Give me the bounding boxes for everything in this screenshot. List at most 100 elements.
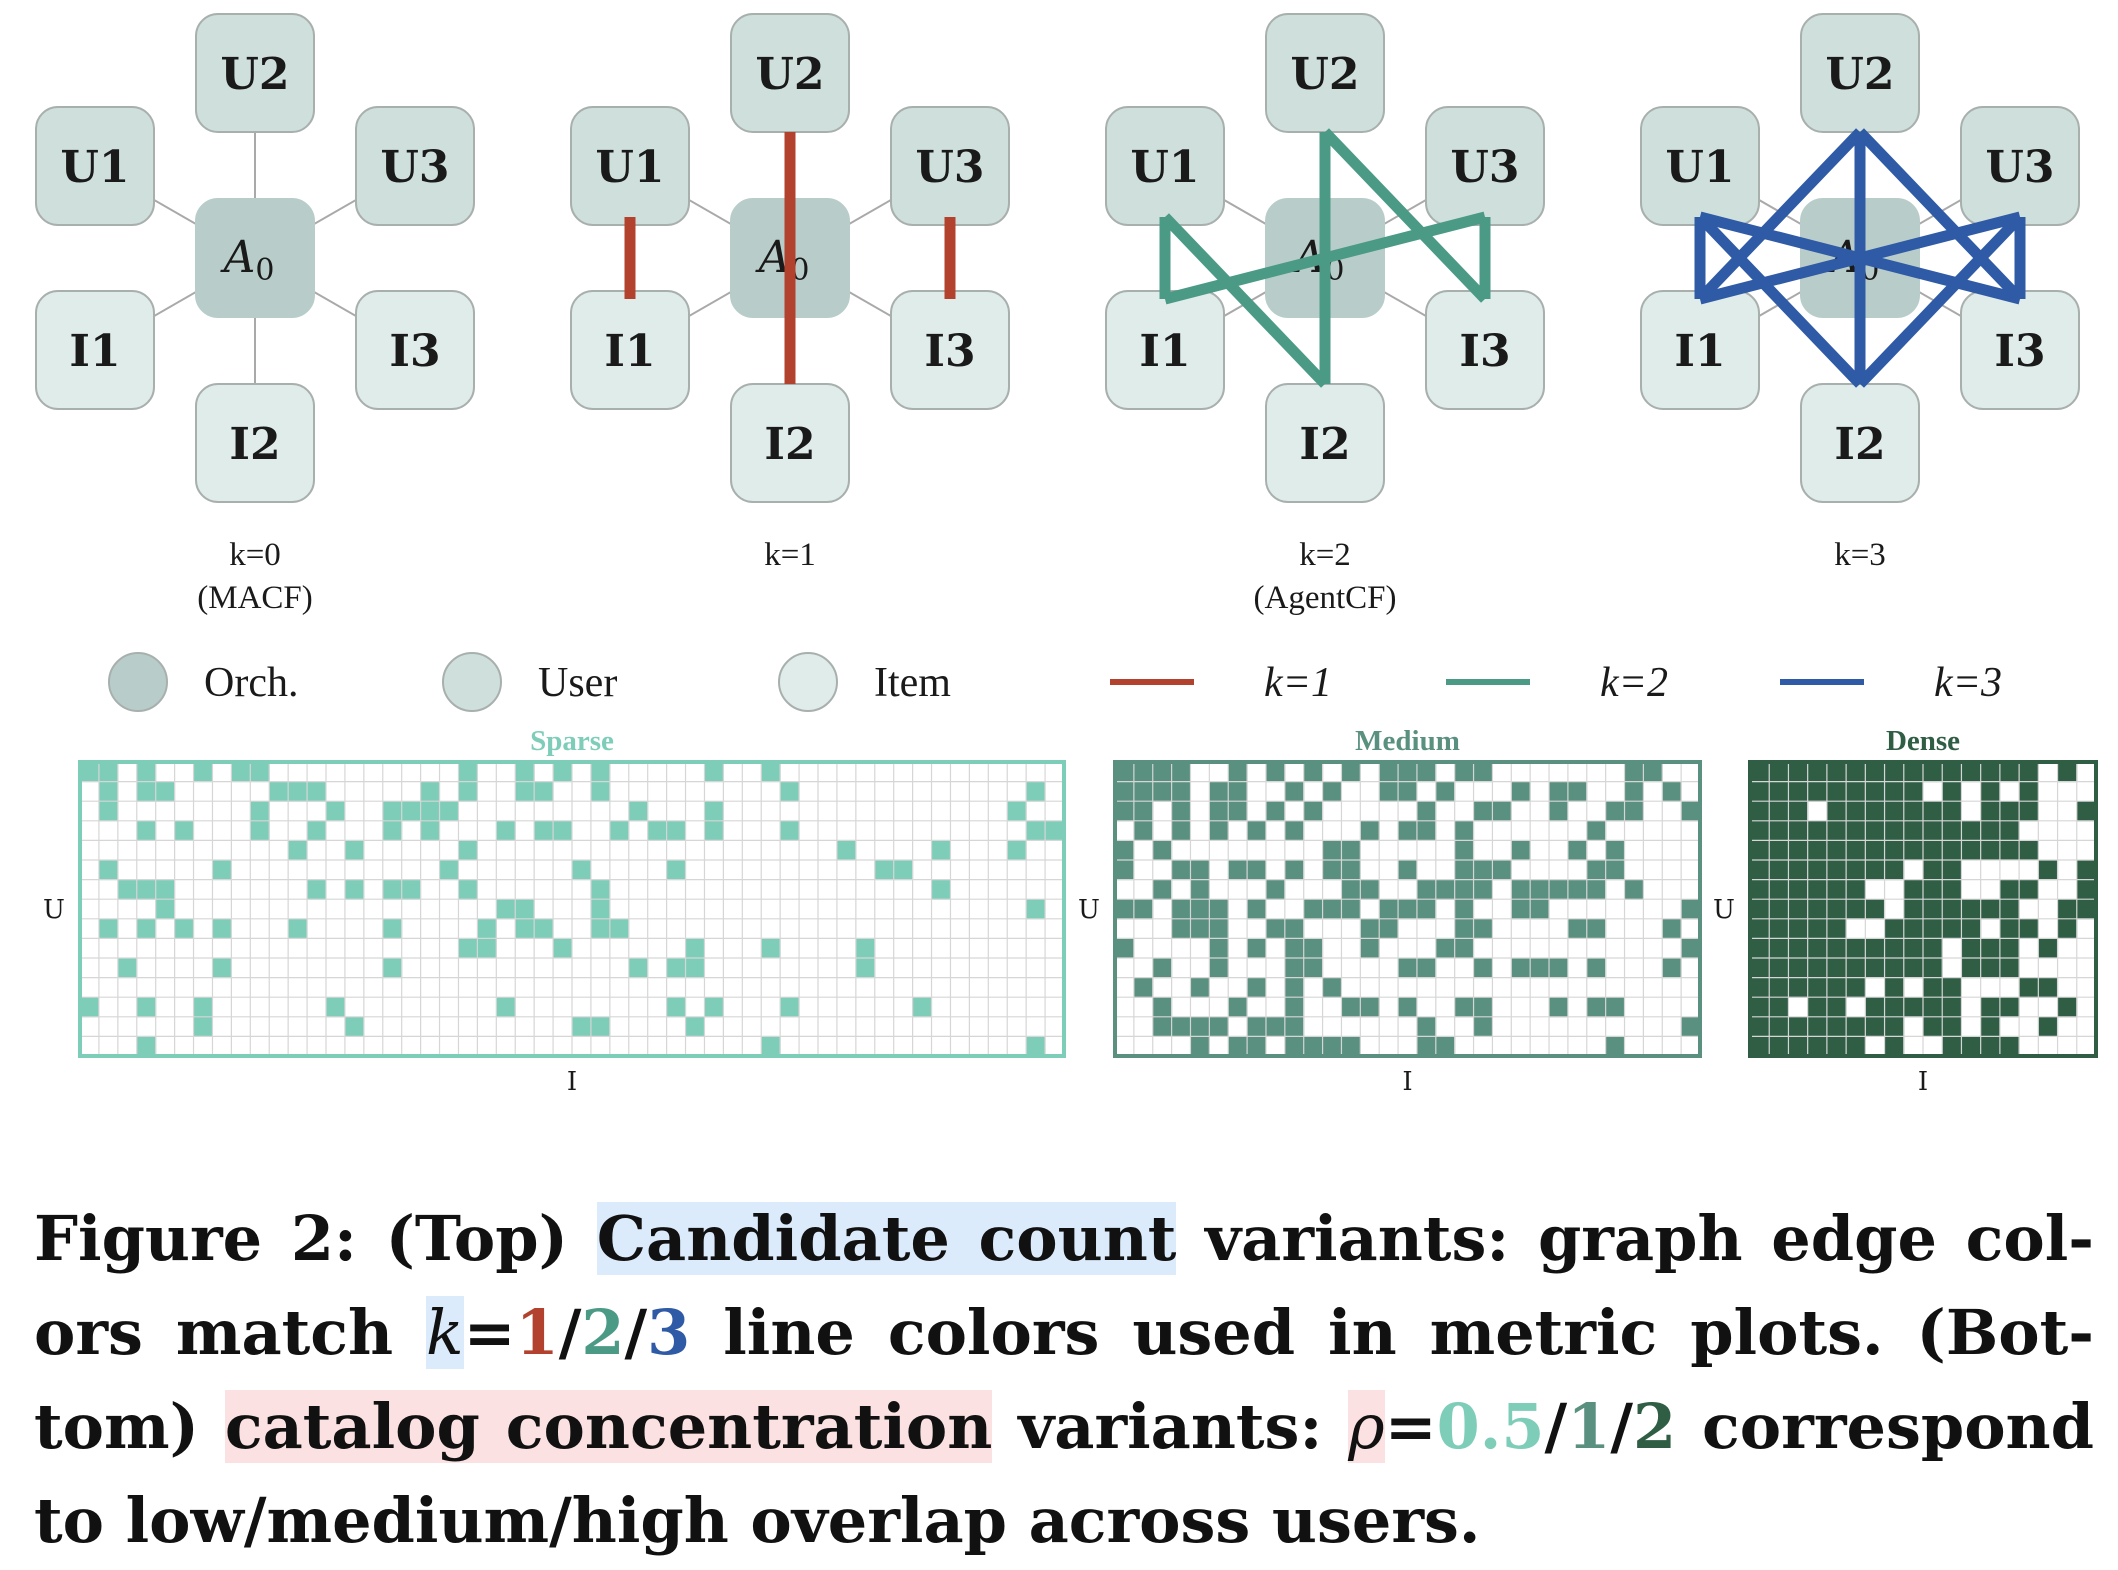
node-label-u1: U1	[61, 142, 130, 193]
grid-cell	[1624, 801, 1644, 822]
node-u3: U3	[355, 106, 475, 226]
grid-cell	[1284, 918, 1305, 939]
interaction-grids: Sparse U I Medium U I Dense U I	[43, 725, 2098, 1097]
grid-cell	[1846, 781, 1866, 802]
grid-cell	[1511, 781, 1531, 802]
grid-cell	[1884, 918, 1905, 939]
grid-cell	[1923, 899, 1943, 920]
grid-cell	[1341, 762, 1361, 783]
node-label-u2: U2	[756, 49, 825, 100]
grid-cell	[1303, 958, 1324, 979]
grid-cell	[1769, 938, 1789, 959]
grid-cell	[1228, 860, 1248, 881]
grid-border	[1113, 760, 1702, 1058]
grid-cell	[1750, 762, 1770, 783]
grid-cell	[2057, 899, 2078, 920]
grid-cell	[685, 938, 705, 959]
node-label-i3: I3	[1459, 326, 1510, 377]
grid-cell	[1942, 918, 1962, 939]
grid-cell	[647, 820, 668, 841]
grid-cell	[1662, 781, 1682, 802]
node-i2: I2	[1265, 383, 1385, 503]
grid-cell	[1865, 781, 1886, 802]
grid-cell	[1379, 781, 1399, 802]
grid-cell	[1750, 801, 1770, 822]
grid-cell	[1190, 918, 1210, 939]
panel-k-label: k=3	[1834, 537, 1886, 573]
grid-cell	[307, 820, 327, 841]
grid-cell	[1942, 1016, 1962, 1037]
grid-cell	[136, 1036, 157, 1057]
grid-cell	[98, 860, 119, 881]
grid-cell	[1769, 958, 1789, 979]
grid-cell	[1152, 879, 1173, 900]
grid-cell	[1265, 762, 1286, 783]
grid-cell	[1826, 997, 1847, 1018]
grid-cell	[1473, 918, 1493, 939]
grid-cell	[1999, 762, 2020, 783]
grid-cell	[1769, 762, 1789, 783]
grid-cell	[1586, 997, 1607, 1018]
grid-cell	[1923, 879, 1943, 900]
grid-cell	[326, 997, 346, 1018]
node-label-i2: I2	[764, 419, 815, 470]
grid-cell	[1549, 958, 1569, 979]
node-u1: U1	[570, 106, 690, 226]
node-u1: U1	[35, 106, 155, 226]
grid-cell	[1750, 1036, 1770, 1057]
grid-cell	[80, 762, 100, 783]
node-label-u3: U3	[916, 142, 985, 193]
grid-cell	[1454, 899, 1475, 920]
caption-text: line colors used in metric plots. (Bot- …	[34, 1296, 2094, 1463]
legend-k2: k=2	[1446, 660, 1668, 706]
grid-cell	[553, 762, 573, 783]
grid-cell	[1473, 860, 1493, 881]
grid-cell	[155, 781, 176, 802]
grid-border	[1748, 760, 2098, 1058]
grid-cell	[1788, 899, 1809, 920]
grid-cell	[1133, 820, 1154, 841]
grid-cell	[1341, 840, 1361, 861]
grid-cell	[496, 997, 516, 1018]
grid-cell	[1398, 762, 1418, 783]
grid-cell	[401, 879, 422, 900]
grid-cell	[1549, 781, 1569, 802]
legend-orch: Orch.	[108, 652, 298, 712]
grid-ylabel: U	[43, 895, 65, 925]
grid-cell	[1473, 879, 1493, 900]
grid-cell	[1398, 860, 1418, 881]
grid-cell	[590, 1016, 611, 1037]
grid-cell	[1807, 860, 1828, 881]
node-label-i2: I2	[1834, 419, 1885, 470]
grid-cell	[515, 918, 535, 939]
grid-cell	[1903, 879, 1924, 900]
grid-cell	[1788, 1036, 1809, 1057]
grid-cell	[1209, 899, 1229, 920]
node-i2: I2	[1800, 383, 1920, 503]
node-i3: I3	[890, 290, 1010, 410]
grid-cell	[1007, 840, 1027, 861]
grid-cell	[1788, 781, 1809, 802]
grid-cell	[1884, 860, 1905, 881]
grid-cell	[1265, 801, 1286, 822]
grid-cell	[1999, 820, 2020, 841]
edge-u2-i3	[1856, 128, 2024, 303]
grid-cell	[1115, 938, 1135, 959]
grid-cell	[2019, 840, 2039, 861]
node-u2: U2	[730, 13, 850, 133]
grid-cell	[1846, 1036, 1866, 1057]
grid-cell	[1807, 1016, 1828, 1037]
grid-cell	[496, 820, 516, 841]
grid-cell	[1846, 820, 1866, 841]
grid-cell	[1284, 1036, 1305, 1057]
grid-cell	[1190, 860, 1210, 881]
grid-cell	[666, 820, 687, 841]
legend-k1-label: k=1	[1264, 660, 1332, 706]
grid-cell	[212, 958, 232, 979]
grid-cell	[1605, 1036, 1626, 1057]
legend-user-swatch	[442, 652, 502, 712]
grid-cell	[1903, 938, 1924, 959]
grid-cell	[1826, 879, 1847, 900]
grid-cell	[382, 801, 403, 822]
grid-cell	[1284, 820, 1305, 841]
